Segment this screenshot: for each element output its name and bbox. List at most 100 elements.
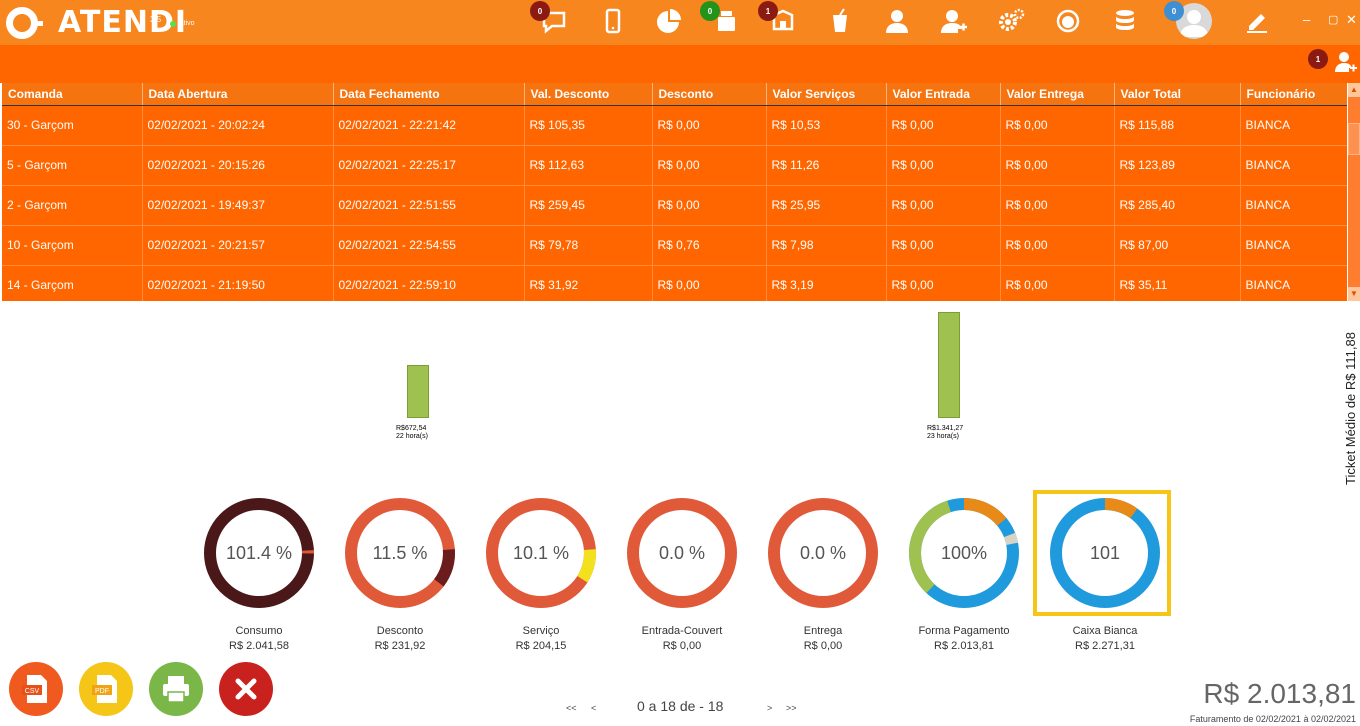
donut-chart-desconto[interactable]: 11.5 % [343,496,457,610]
donut-ring [627,498,737,608]
donut-chart-forma-pagamento[interactable]: 100% [907,496,1021,610]
maximize-button[interactable]: ▢ [1328,14,1339,26]
status-dot-icon [170,20,176,27]
donut-percentage: 10.1 % [512,542,570,563]
scroll-down-icon[interactable]: ▼ [1348,287,1360,301]
table-cell: BIANCA [1240,225,1347,266]
header-data-abertura[interactable]: Data Abertura [142,83,334,106]
donut-value: R$ 231,92 [374,640,426,652]
export-csv-button[interactable]: CSV [9,662,63,716]
scroll-thumb[interactable] [1348,123,1360,155]
export-pdf-button[interactable]: PDF [79,662,133,716]
drinks-button[interactable] [823,4,857,38]
edit-button[interactable] [1240,4,1274,38]
support-button[interactable] [1051,4,1085,38]
table-cell: BIANCA [1240,265,1347,301]
reports-button[interactable] [652,4,686,38]
close-icon [235,678,257,700]
table-cell: R$ 259,45 [524,185,653,226]
donut-accent-arc [204,498,314,608]
table-header-row: Comanda Data Abertura Data Fechamento Va… [2,83,1347,106]
add-person-button[interactable] [1334,50,1358,74]
printer-icon [163,676,189,703]
header-desconto[interactable]: Desconto [652,83,767,106]
notifications-badge: 1 [1308,49,1328,69]
donut-chart-caixa-bianca[interactable]: 101 [1048,496,1162,610]
data-table: Comanda Data Abertura Data Fechamento Va… [2,83,1347,301]
headset-icon [1056,9,1080,33]
header-valor-servicos[interactable]: Valor Serviços [766,83,887,106]
donut-chart-entrega[interactable]: 0.0 % [766,496,880,610]
table-cell: BIANCA [1240,185,1347,226]
table-row[interactable]: 14 - Garçom 02/02/2021 - 21:19:50 02/02/20… [2,265,1347,301]
chart-bar [938,312,960,418]
donut-percentage: 0.0 % [799,542,847,563]
donut-value: R$ 0,00 [662,640,702,652]
csv-icon: CSV [22,675,47,703]
add-user-button[interactable] [937,4,971,38]
donut-label: Caixa Bianca [1072,625,1138,637]
settings-button[interactable] [994,4,1028,38]
header-valor-total[interactable]: Valor Total [1114,83,1241,106]
cancel-button[interactable] [219,662,273,716]
donut-value: R$ 0,00 [803,640,843,652]
table-cell: 5 - Garçom [2,145,143,186]
table-cell: R$ 0,00 [652,105,767,146]
table-cell: R$ 0,00 [652,145,767,186]
pager-last-button[interactable]: >> [786,703,797,713]
table-row[interactable]: 30 - Garçom 02/02/2021 - 20:02:24 02/02/20… [2,105,1347,146]
pager-first-button[interactable]: << [566,703,577,713]
table-cell: R$ 10,53 [766,105,887,146]
donut-label: Entrega [803,625,843,637]
table-scrollbar[interactable]: ▲ ▼ [1348,83,1360,301]
table-cell: R$ 79,78 [524,225,653,266]
print-button[interactable] [149,662,203,716]
minimize-button[interactable]: – [1303,12,1311,27]
pager-next-button[interactable]: > [767,703,773,713]
table-cell: R$ 7,98 [766,225,887,266]
pager-prev-button[interactable]: < [591,703,597,713]
pencil-icon [1247,14,1267,33]
table-cell: BIANCA [1240,105,1347,146]
table-cell: 30 - Garçom [2,105,143,146]
database-icon [1116,10,1134,30]
user-button[interactable] [880,4,914,38]
table-cell: 02/02/2021 - 20:15:26 [142,145,334,186]
header-valor-entrada[interactable]: Valor Entrada [886,83,1001,106]
deliveries-button[interactable] [709,4,743,38]
chat-button[interactable] [537,4,571,38]
donut-ring [768,498,878,608]
header-comanda[interactable]: Comanda [2,83,143,106]
logo-icon [6,6,43,39]
table-row[interactable]: 10 - Garçom 02/02/2021 - 20:21:57 02/02/20… [2,225,1347,266]
donut-base-arc [768,498,878,608]
bar-value-label: R$1.341,27 [927,425,964,432]
table-cell: 02/02/2021 - 22:51:55 [333,185,525,226]
table-cell: R$ 35,11 [1114,265,1241,301]
mobile-button[interactable] [596,4,630,38]
header-data-fechamento[interactable]: Data Fechamento [333,83,525,106]
table-cell: R$ 115,88 [1114,105,1241,146]
logo: ATENDI [6,5,187,40]
store-icon [772,9,794,31]
donut-chart-entrada-couvert[interactable]: 0.0 % [625,496,739,610]
table-row[interactable]: 5 - Garçom 02/02/2021 - 20:15:26 02/02/202… [2,145,1347,186]
table-cell: 02/02/2021 - 22:21:42 [333,105,525,146]
add-user-icon [941,10,967,33]
mobile-icon [605,8,621,34]
table-row[interactable]: 2 - Garçom 02/02/2021 - 19:49:37 02/02/202… [2,185,1347,226]
close-window-button[interactable]: ✕ [1346,12,1357,27]
revenue-period: Faturamento de 02/02/2021 à 02/02/2021 [1189,714,1356,724]
database-button[interactable] [1108,4,1142,38]
table-cell: R$ 0,00 [1000,105,1115,146]
header-valor-entrega[interactable]: Valor Entrega [1000,83,1115,106]
donut-chart-consumo[interactable]: 101.4 % [202,496,316,610]
donut-chart-servi-o[interactable]: 10.1 % [484,496,598,610]
selected-donut-highlight [1033,490,1171,616]
donut-value: R$ 2.013,81 [934,640,994,652]
header-val-desconto[interactable]: Val. Desconto [524,83,653,106]
store-button[interactable] [766,4,800,38]
header-funcionario[interactable]: Funcionário [1240,83,1347,106]
scroll-up-icon[interactable]: ▲ [1348,83,1360,97]
pie-chart-icon [657,9,681,33]
